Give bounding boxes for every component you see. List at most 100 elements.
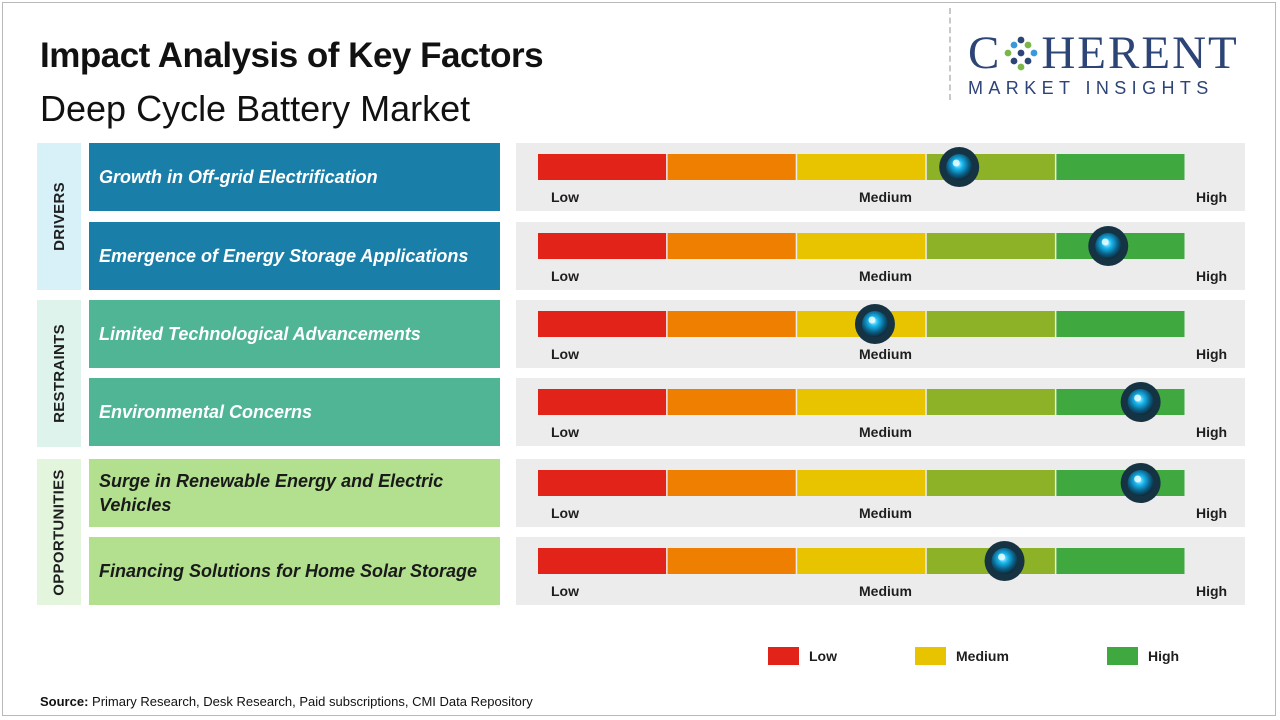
gauge-segment-4 (926, 311, 1055, 337)
company-logo: C HERENT MARKET INSIGHTS (968, 30, 1264, 99)
impact-gauge (538, 382, 1185, 422)
gauge-segment-5 (1056, 154, 1185, 180)
impact-marker-highlight (1134, 394, 1142, 402)
factor-label-6: Financing Solutions for Home Solar Stora… (89, 537, 500, 605)
source-note: Source: Primary Research, Desk Research,… (40, 694, 533, 709)
chart-subtitle: Deep Cycle Battery Market (40, 88, 471, 129)
scale-label-low: Low (551, 189, 579, 205)
gauge-segment-4 (926, 233, 1055, 259)
impact-gauge (538, 147, 1185, 187)
legend-item-low: Low (768, 647, 837, 665)
gauge-segment-5 (1056, 470, 1185, 496)
gauge-segment-1 (538, 389, 667, 415)
factor-label-3: Limited Technological Advancements (89, 300, 500, 368)
impact-marker (1127, 389, 1154, 415)
scale-label-high: High (1196, 583, 1228, 599)
scale-label-medium: Medium (859, 424, 912, 440)
scale-label-medium: Medium (859, 505, 912, 521)
legend-item-medium: Medium (915, 647, 1009, 665)
legend-item-high: High (1107, 647, 1179, 665)
logo-divider (949, 8, 951, 100)
group-label: DRIVERS (50, 182, 68, 251)
legend-label-medium: Medium (956, 648, 1009, 664)
legend-swatch-medium (915, 647, 946, 665)
scale-label-high: High (1196, 189, 1228, 205)
gauge-segment-2 (667, 470, 796, 496)
impact-marker-highlight (868, 316, 876, 324)
factor-label-1: Growth in Off-grid Electrification (89, 143, 500, 211)
factor-label-4: Environmental Concerns (89, 378, 500, 446)
source-text: Primary Research, Desk Research, Paid su… (92, 694, 533, 709)
scale-label-low: Low (551, 505, 579, 521)
group-tab-drivers: DRIVERS (37, 143, 81, 290)
logo-tagline: MARKET INSIGHTS (968, 78, 1214, 98)
gauge-segment-3 (797, 548, 926, 574)
gauge-segment-1 (538, 311, 667, 337)
gauge-segment-2 (667, 389, 796, 415)
gauge-segment-1 (538, 233, 667, 259)
impact-marker-highlight (998, 553, 1006, 561)
gauge-segment-3 (797, 233, 926, 259)
gauge-segment-4 (926, 389, 1055, 415)
group-label: OPPORTUNITIES (50, 468, 68, 596)
impact-marker (1127, 470, 1154, 496)
impact-scale-3: Low Medium High (516, 300, 1245, 368)
impact-gauge (538, 304, 1185, 344)
impact-scale-1: Low Medium High (516, 143, 1245, 211)
scale-label-medium: Medium (859, 268, 912, 284)
impact-gauge (538, 226, 1185, 266)
gauge-segment-3 (797, 470, 926, 496)
legend-swatch-high (1107, 647, 1138, 665)
factor-label-5: Surge in Renewable Energy and Electric V… (89, 459, 500, 527)
gauge-segment-3 (797, 389, 926, 415)
group-tab-opportunities: OPPORTUNITIES (37, 459, 81, 605)
logo-wordmark: C HERENT (968, 27, 1239, 79)
scale-label-low: Low (551, 424, 579, 440)
scale-label-low: Low (551, 346, 579, 362)
gauge-segment-4 (926, 470, 1055, 496)
gauge-segment-2 (667, 233, 796, 259)
gauge-segment-3 (797, 154, 926, 180)
scale-label-medium: Medium (859, 346, 912, 362)
impact-marker (861, 311, 888, 337)
legend-label-low: Low (809, 648, 837, 664)
gauge-segment-5 (1056, 548, 1185, 574)
impact-scale-2: Low Medium High (516, 222, 1245, 290)
scale-label-high: High (1196, 346, 1228, 362)
gauge-segment-5 (1056, 389, 1185, 415)
gauge-segment-1 (538, 154, 667, 180)
legend-label-high: High (1148, 648, 1180, 664)
impact-marker (946, 154, 973, 180)
gauge-segment-2 (667, 548, 796, 574)
gauge-segment-2 (667, 154, 796, 180)
chart-title: Impact Analysis of Key Factors (40, 36, 544, 75)
scale-label-high: High (1196, 268, 1228, 284)
scale-label-high: High (1196, 505, 1228, 521)
scale-label-medium: Medium (859, 583, 912, 599)
scale-label-high: High (1196, 424, 1228, 440)
impact-scale-4: Low Medium High (516, 378, 1245, 446)
impact-gauge (538, 541, 1185, 581)
group-tab-restraints: RESTRAINTS (37, 300, 81, 447)
scale-label-medium: Medium (859, 189, 912, 205)
legend-swatch-low (768, 647, 799, 665)
impact-scale-5: Low Medium High (516, 459, 1245, 527)
scale-label-low: Low (551, 583, 579, 599)
impact-marker-highlight (952, 159, 960, 167)
impact-marker (1095, 233, 1122, 259)
gauge-segment-1 (538, 470, 667, 496)
impact-marker (991, 548, 1018, 574)
group-label: RESTRAINTS (50, 324, 68, 423)
gauge-segment-1 (538, 548, 667, 574)
impact-marker-highlight (1101, 238, 1109, 246)
gauge-segment-2 (667, 311, 796, 337)
logo-dots-icon (1004, 36, 1038, 71)
gauge-segment-5 (1056, 311, 1185, 337)
impact-marker-highlight (1134, 475, 1142, 483)
source-label: Source: (40, 694, 89, 709)
scale-label-low: Low (551, 268, 579, 284)
impact-scale-6: Low Medium High (516, 537, 1245, 605)
impact-gauge (538, 463, 1185, 503)
factor-label-2: Emergence of Energy Storage Applications (89, 222, 500, 290)
